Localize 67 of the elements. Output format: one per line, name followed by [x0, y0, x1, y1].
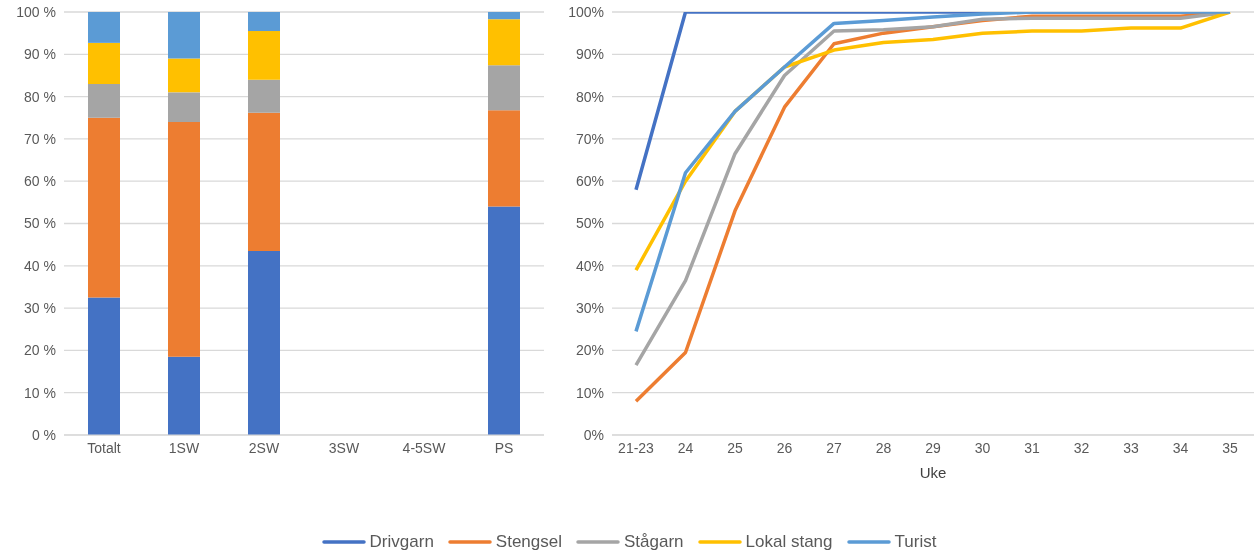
x-tick-label: 24	[677, 439, 694, 456]
bar	[488, 12, 520, 20]
x-tick-label: 1SW	[168, 439, 200, 456]
legend-label: Lokal stang	[745, 532, 833, 552]
x-tick-label: 2SW	[248, 439, 280, 456]
x-tick-label: 34	[1172, 439, 1189, 456]
x-tick-label: Totalt	[87, 439, 121, 456]
x-tick-label: 3SW	[328, 439, 360, 456]
x-tick-label: 32	[1073, 439, 1090, 456]
y-tick-label: 90 %	[24, 46, 56, 63]
x-tick-label: 33	[1123, 439, 1139, 456]
bar	[248, 31, 280, 80]
legend-label: Stågarn	[624, 532, 684, 552]
bar	[88, 12, 120, 43]
y-tick-label: 50%	[575, 215, 604, 232]
y-tick-label: 30 %	[24, 300, 56, 317]
y-tick-label: 30%	[575, 300, 604, 317]
bar	[248, 79, 280, 113]
y-tick-label: 70 %	[24, 130, 56, 147]
y-tick-label: 80 %	[24, 88, 56, 105]
bar	[88, 42, 120, 84]
bar	[488, 206, 520, 435]
y-tick-label: 20 %	[24, 342, 56, 359]
y-tick-label: 60 %	[24, 173, 56, 190]
y-tick-label: 40%	[575, 257, 604, 274]
y-tick-label: 80%	[575, 88, 604, 105]
legend-label: Turist	[894, 532, 937, 552]
y-tick-label: 40 %	[24, 257, 56, 274]
x-tick-label: 21-23	[618, 439, 655, 456]
y-tick-label: 90%	[575, 46, 604, 63]
bar	[488, 19, 520, 66]
bar	[248, 112, 280, 251]
y-tick-label: 0 %	[31, 426, 56, 443]
bar	[168, 58, 200, 93]
bar	[168, 12, 200, 59]
y-tick-label: 100%	[568, 3, 604, 20]
legend-label: Drivgarn	[369, 532, 434, 552]
y-tick-label: 10%	[575, 384, 604, 401]
x-tick-label: 4-5SW	[402, 439, 447, 456]
x-tick-label: 27	[826, 439, 842, 456]
y-tick-label: 70%	[575, 130, 604, 147]
y-tick-label: 10 %	[24, 384, 56, 401]
x-tick-label: 26	[776, 439, 793, 456]
bar	[168, 121, 200, 357]
y-tick-label: 100 %	[16, 3, 56, 20]
x-axis-title: Uke	[919, 463, 947, 481]
x-tick-label: 28	[875, 439, 892, 456]
y-tick-label: 20%	[575, 342, 604, 359]
y-tick-label: 0%	[583, 426, 604, 443]
x-tick-label: 31	[1024, 439, 1040, 456]
bar	[88, 117, 120, 298]
bar	[248, 251, 280, 435]
x-tick-label: PS	[494, 439, 514, 456]
y-tick-label: 50 %	[24, 215, 56, 232]
x-tick-label: 30	[974, 439, 991, 456]
bar	[168, 92, 200, 122]
bar	[168, 356, 200, 435]
bar	[248, 12, 280, 32]
legend-label: Stengsel	[495, 532, 563, 552]
bar	[88, 83, 120, 118]
bar	[488, 110, 520, 207]
y-tick-label: 60%	[575, 173, 604, 190]
bar	[88, 297, 120, 435]
bar	[488, 65, 520, 111]
x-tick-label: 25	[727, 439, 743, 456]
x-tick-label: 35	[1222, 439, 1238, 456]
x-tick-label: 29	[925, 439, 941, 456]
